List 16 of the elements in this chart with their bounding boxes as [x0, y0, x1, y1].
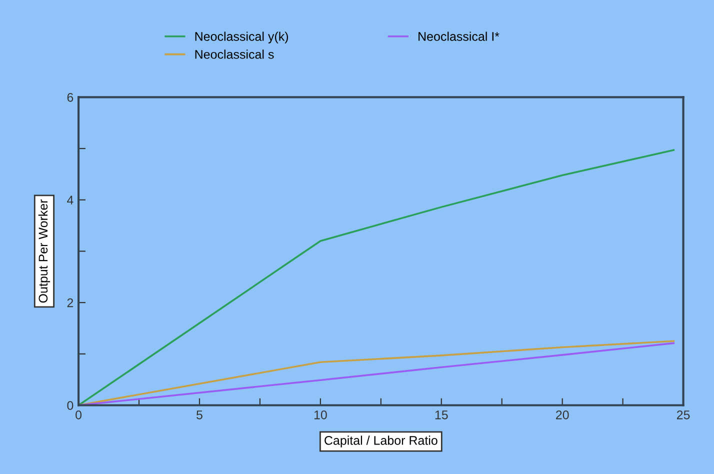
- x-tick-label: 5: [196, 410, 202, 420]
- legend-label: Neoclassical I*: [418, 32, 500, 41]
- y-tick-label: 6: [67, 92, 74, 102]
- x-tick-label: 20: [556, 410, 569, 420]
- x-tick-label: 15: [435, 410, 448, 420]
- x-tick-label: 0: [76, 410, 82, 420]
- x-axis-title: Capital / Labor Ratio: [324, 436, 438, 448]
- x-tick-label: 25: [676, 410, 690, 420]
- y-tick-label: 0: [67, 401, 74, 410]
- legend-label: Neoclassical y(k): [195, 32, 288, 44]
- x-tick-label: 10: [314, 410, 327, 420]
- legend-label: Neoclassical s: [195, 50, 274, 59]
- y-axis-title: Output Per Worker: [38, 199, 50, 303]
- y-tick-label: 2: [67, 298, 74, 308]
- y-tick-label: 4: [67, 196, 74, 204]
- line-series: [78, 149, 675, 406]
